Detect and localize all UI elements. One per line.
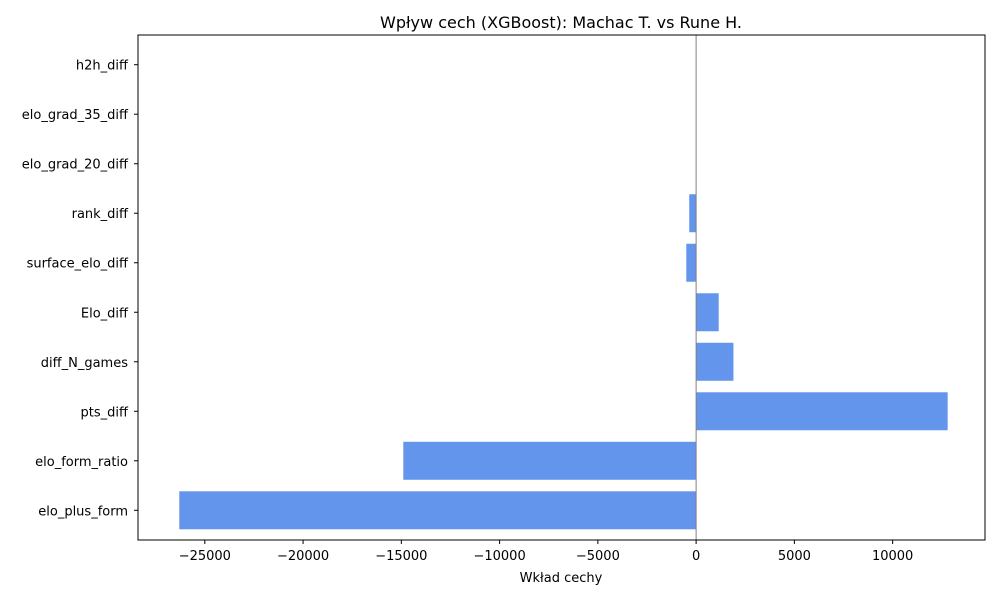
y-tick-label: elo_form_ratio xyxy=(35,455,128,470)
bar-diff_N_games xyxy=(696,342,734,381)
y-tick-label: elo_grad_35_diff xyxy=(22,108,129,123)
y-tick-label: elo_plus_form xyxy=(38,504,128,519)
x-axis-label: Wkład cechy xyxy=(520,571,603,586)
x-tick-label: −25000 xyxy=(179,549,231,564)
x-tick-label: 5000 xyxy=(778,549,811,564)
x-tick-label: 0 xyxy=(692,549,700,564)
y-tick-label: pts_diff xyxy=(81,405,129,420)
bar-elo_plus_form xyxy=(179,491,697,530)
x-tick-label: −5000 xyxy=(576,549,620,564)
plot-area: elo_plus_form elo_form_ratio pts_diff diff_… xyxy=(22,34,986,564)
y-tick-label: elo_grad_20_diff xyxy=(22,158,129,173)
bar-elo_form_ratio xyxy=(403,441,697,480)
y-tick-label: diff_N_games xyxy=(41,356,128,371)
bar-surface_elo_diff xyxy=(686,243,697,282)
y-tick-label: h2h_diff xyxy=(76,59,129,74)
bar-pts_diff xyxy=(696,392,948,431)
bar-rank_diff xyxy=(689,194,697,233)
y-tick-label: rank_diff xyxy=(72,207,129,222)
plot-frame xyxy=(137,34,986,541)
chart-title: Wpływ cech (XGBoost): Machac T. vs Rune … xyxy=(380,13,742,32)
x-tick-label: −15000 xyxy=(375,549,427,564)
y-tick-label: surface_elo_diff xyxy=(27,257,129,272)
x-tick-label: −20000 xyxy=(277,549,329,564)
x-tick-label: −10000 xyxy=(473,549,525,564)
y-tick-label: Elo_diff xyxy=(81,306,129,321)
x-tick-label: 10000 xyxy=(872,549,913,564)
bar-Elo_diff xyxy=(696,293,719,332)
